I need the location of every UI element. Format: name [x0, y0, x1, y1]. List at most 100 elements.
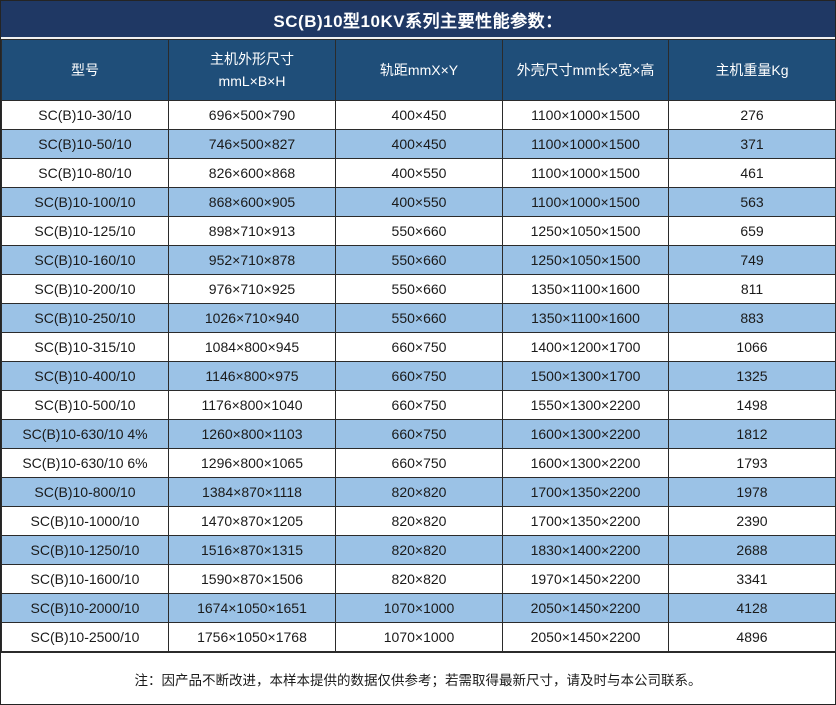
table-row: SC(B)10-630/10 4% 1260×800×1103 660×750 160… [1, 419, 836, 449]
table-row: SC(B)10-2000/10 1674×1050×1651 1070×1000 20… [1, 593, 836, 623]
table-cell: 1590×870×1506 [168, 564, 336, 594]
table-cell: 1700×1350×2200 [502, 506, 669, 536]
table-row: SC(B)10-50/10 746×500×827 400×450 1100×1000… [1, 129, 836, 159]
table-cell: 1100×1000×1500 [502, 158, 669, 188]
table-cell: 1066 [668, 332, 836, 362]
table-cell: 883 [668, 303, 836, 333]
table-row: SC(B)10-1000/10 1470×870×1205 820×820 1700×… [1, 506, 836, 536]
table-cell: 4128 [668, 593, 836, 623]
table-cell: 1470×870×1205 [168, 506, 336, 536]
table-body: SC(B)10-30/10 696×500×790 400×450 1100×1000… [1, 100, 836, 652]
table-cell: 820×820 [335, 564, 503, 594]
table-cell: 1250×1050×1500 [502, 216, 669, 246]
table-row: SC(B)10-80/10 826×600×868 400×550 1100×1000… [1, 158, 836, 188]
table-row: SC(B)10-200/10 976×710×925 550×660 1350×110… [1, 274, 836, 304]
table-cell: 1146×800×975 [168, 361, 336, 391]
table-cell: 400×550 [335, 187, 503, 217]
table-cell: 1600×1300×2200 [502, 448, 669, 478]
table-cell: 2050×1450×2200 [502, 622, 669, 652]
table-cell: 1084×800×945 [168, 332, 336, 362]
table-cell: 1600×1300×2200 [502, 419, 669, 449]
table-cell: 461 [668, 158, 836, 188]
table-cell: 1176×800×1040 [168, 390, 336, 420]
table-cell: SC(B)10-1250/10 [1, 535, 169, 565]
table-cell: SC(B)10-125/10 [1, 216, 169, 246]
table-cell: 1812 [668, 419, 836, 449]
table-cell: 1350×1100×1600 [502, 303, 669, 333]
table-cell: SC(B)10-630/10 4% [1, 419, 169, 449]
table-cell: 276 [668, 100, 836, 130]
table-row: SC(B)10-250/10 1026×710×940 550×660 1350×11… [1, 303, 836, 333]
table-cell: 550×660 [335, 303, 503, 333]
table-cell: 2390 [668, 506, 836, 536]
table-cell: 1070×1000 [335, 593, 503, 623]
table-cell: 1700×1350×2200 [502, 477, 669, 507]
table-cell: 1100×1000×1500 [502, 129, 669, 159]
header-row: 型号 主机外形尺寸 mmL×B×H 轨距mmX×Y 外壳尺寸mm长×宽×高 主机… [1, 39, 836, 101]
table-cell: 1500×1300×1700 [502, 361, 669, 391]
table-row: SC(B)10-100/10 868×600×905 400×550 1100×100… [1, 187, 836, 217]
column-header-unit-weight: 主机重量Kg [668, 39, 836, 101]
table-cell: 4896 [668, 622, 836, 652]
table-cell: 696×500×790 [168, 100, 336, 130]
table-row: SC(B)10-315/10 1084×800×945 660×750 1400×12… [1, 332, 836, 362]
table-row: SC(B)10-125/10 898×710×913 550×660 1250×105… [1, 216, 836, 246]
table-cell: 868×600×905 [168, 187, 336, 217]
table-cell: 550×660 [335, 274, 503, 304]
table-cell: 1400×1200×1700 [502, 332, 669, 362]
table-cell: 811 [668, 274, 836, 304]
table-cell: 400×450 [335, 129, 503, 159]
table-row: SC(B)10-1250/10 1516×870×1315 820×820 1830×… [1, 535, 836, 565]
table-cell: SC(B)10-315/10 [1, 332, 169, 362]
table-cell: 1100×1000×1500 [502, 100, 669, 130]
table-cell: 3341 [668, 564, 836, 594]
table-cell: SC(B)10-1000/10 [1, 506, 169, 536]
table-cell: 1756×1050×1768 [168, 622, 336, 652]
table-cell: 952×710×878 [168, 245, 336, 275]
table-cell: 820×820 [335, 506, 503, 536]
table-row: SC(B)10-2500/10 1756×1050×1768 1070×1000 20… [1, 622, 836, 652]
table-cell: SC(B)10-80/10 [1, 158, 169, 188]
column-header-shell-size: 外壳尺寸mm长×宽×高 [502, 39, 669, 101]
table-cell: 659 [668, 216, 836, 246]
table-cell: SC(B)10-400/10 [1, 361, 169, 391]
table-cell: SC(B)10-2500/10 [1, 622, 169, 652]
table-cell: 1498 [668, 390, 836, 420]
table-row: SC(B)10-800/10 1384×870×1118 820×820 1700×1… [1, 477, 836, 507]
table-cell: 1296×800×1065 [168, 448, 336, 478]
table-cell: 1793 [668, 448, 836, 478]
footnote: 注：因产品不断改进，本样本提供的数据仅供参考；若需取得最新尺寸，请及时与本公司联… [1, 652, 835, 704]
table-cell: 400×550 [335, 158, 503, 188]
table-row: SC(B)10-160/10 952×710×878 550×660 1250×105… [1, 245, 836, 275]
table-cell: SC(B)10-100/10 [1, 187, 169, 217]
table-cell: 820×820 [335, 477, 503, 507]
table-cell: 1026×710×940 [168, 303, 336, 333]
table-cell: 660×750 [335, 448, 503, 478]
table-cell: 660×750 [335, 332, 503, 362]
table-cell: 371 [668, 129, 836, 159]
table-cell: 1325 [668, 361, 836, 391]
column-header-model: 型号 [1, 39, 169, 101]
table-row: SC(B)10-400/10 1146×800×975 660×750 1500×13… [1, 361, 836, 391]
table-cell: 660×750 [335, 419, 503, 449]
table-cell: 1550×1300×2200 [502, 390, 669, 420]
table-cell: 746×500×827 [168, 129, 336, 159]
table-cell: SC(B)10-30/10 [1, 100, 169, 130]
table-cell: 826×600×868 [168, 158, 336, 188]
table-cell: 550×660 [335, 216, 503, 246]
table-cell: 1260×800×1103 [168, 419, 336, 449]
table-cell: 1978 [668, 477, 836, 507]
table-cell: 1970×1450×2200 [502, 564, 669, 594]
page-title: SC(B)10型10KV系列主要性能参数： [1, 1, 835, 39]
table-cell: SC(B)10-160/10 [1, 245, 169, 275]
table-cell: SC(B)10-250/10 [1, 303, 169, 333]
table-cell: 976×710×925 [168, 274, 336, 304]
table-row: SC(B)10-1600/10 1590×870×1506 820×820 1970×… [1, 564, 836, 594]
table-cell: 1070×1000 [335, 622, 503, 652]
table-cell: 820×820 [335, 535, 503, 565]
table-cell: 898×710×913 [168, 216, 336, 246]
table-cell: 749 [668, 245, 836, 275]
table-row: SC(B)10-630/10 6% 1296×800×1065 660×750 160… [1, 448, 836, 478]
table-cell: 1516×870×1315 [168, 535, 336, 565]
